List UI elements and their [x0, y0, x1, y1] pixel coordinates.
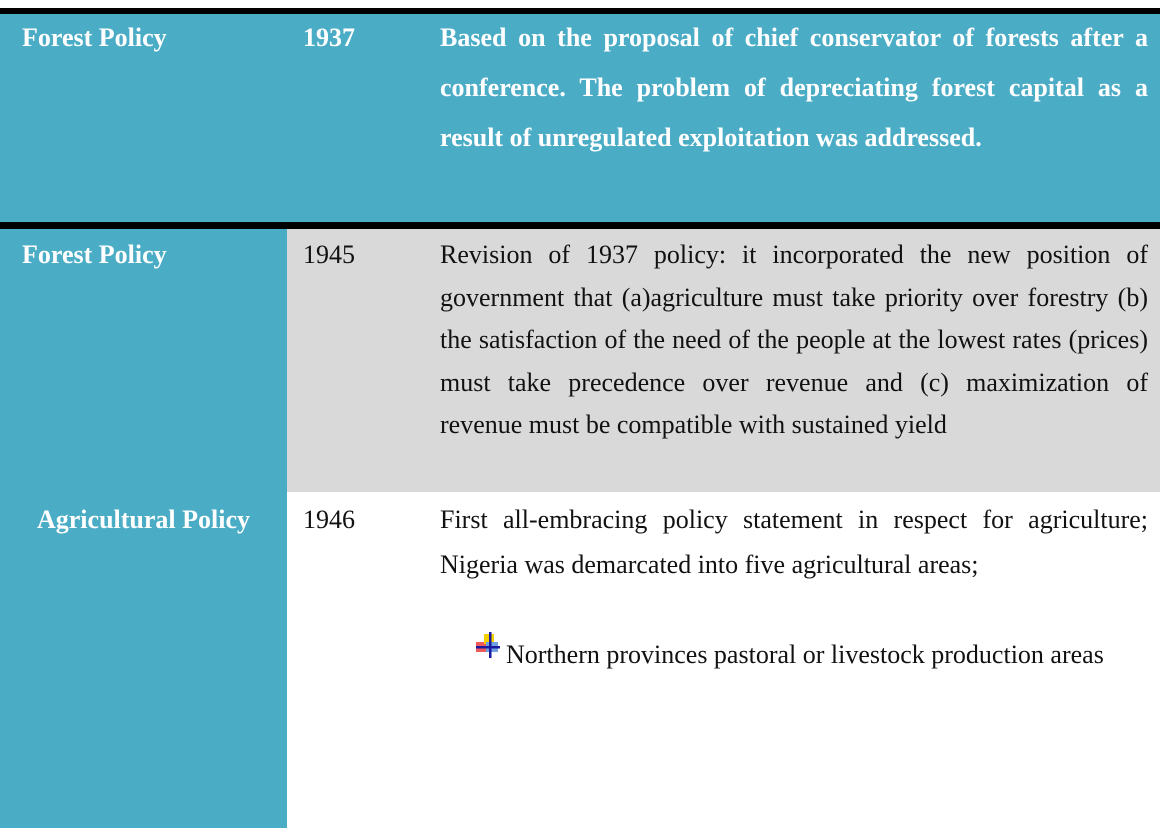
bullet-text: Northern provinces pastoral or livestock…: [506, 640, 1104, 669]
row-shade: [287, 229, 1160, 492]
year-cell: 1945: [303, 240, 355, 269]
policy-column: [0, 229, 287, 828]
border-header: [0, 222, 1160, 229]
policy-cell: Agricultural Policy: [36, 505, 250, 534]
description-cell: Revision of 1937 policy: it incorporated…: [440, 240, 1148, 439]
description-cell: Based on the proposal of chief conservat…: [440, 23, 1148, 152]
policy-cell: Forest Policy: [22, 240, 167, 269]
policy-cell: Forest Policy: [22, 23, 167, 52]
year-cell: 1937: [303, 23, 355, 52]
header-row: [0, 14, 1160, 222]
border-top: [0, 8, 1160, 14]
bullet-icon: [476, 632, 500, 658]
description-cell: First all-embracing policy statement in …: [440, 505, 1148, 579]
year-cell: 1946: [303, 505, 355, 534]
